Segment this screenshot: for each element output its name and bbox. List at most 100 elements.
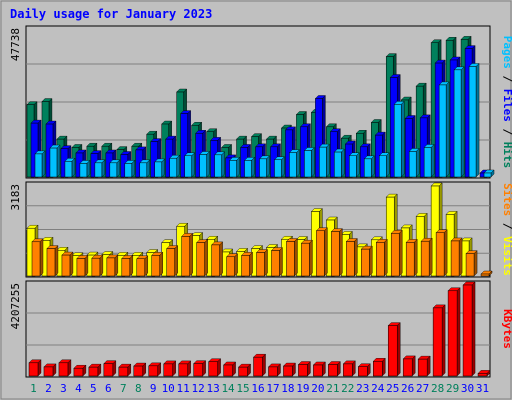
bar-front	[274, 159, 282, 178]
bar-side	[428, 237, 433, 277]
bar-side	[443, 229, 448, 277]
bar-side	[71, 157, 76, 178]
bar-side	[326, 143, 330, 178]
bar-front	[166, 248, 175, 277]
bar-side	[281, 156, 285, 178]
bar-side	[114, 254, 119, 277]
bar-side	[415, 147, 420, 178]
bar-side	[189, 232, 193, 277]
legend-part: /	[501, 69, 512, 89]
bar-front	[154, 161, 162, 178]
bar-side	[296, 149, 300, 178]
bar-side	[54, 245, 59, 277]
bar-front	[49, 147, 58, 178]
hits-files-pages-bar-pages-day-8	[139, 159, 151, 178]
page-title: Daily usage for January 2023	[10, 7, 213, 21]
bar-side	[131, 159, 136, 178]
hits-files-pages-bar-pages-day-4	[79, 159, 91, 178]
visits-sites-bar-sites-day-30	[465, 250, 478, 277]
kbytes-bar-kbytes-day-22	[342, 360, 356, 377]
bar-side	[441, 304, 446, 377]
bar-front	[393, 104, 402, 178]
visits-sites-bar-sites-day-17	[271, 247, 283, 277]
bar-side	[339, 228, 343, 277]
bar-front	[184, 155, 192, 178]
bar-front	[193, 363, 203, 377]
bar-front	[373, 361, 383, 377]
bar-side	[202, 360, 206, 377]
bar-side	[324, 227, 328, 277]
visits-sites-bar-sites-day-23	[360, 245, 373, 277]
day-label-31: 31	[476, 382, 489, 395]
bar-front	[61, 254, 71, 277]
visits-sites-bar-sites-day-5	[91, 254, 104, 277]
hits-files-pages-bar-pages-day-31	[483, 169, 495, 178]
visits-sites-bar-sites-day-12	[196, 239, 209, 277]
bar-front	[453, 69, 462, 178]
bar-front	[319, 146, 327, 178]
bar-front	[283, 365, 293, 377]
bar-front	[343, 363, 353, 377]
bar-front	[76, 258, 86, 277]
bar-front	[361, 248, 370, 277]
day-label-1: 1	[30, 382, 37, 395]
x-axis-day-labels: 1 2 3 4 5 6 7 8 9 10 11 12 13 14 15 16 17 18 19 20 21 22 23 24 2…	[30, 382, 489, 395]
visits-sites-bar-sites-day-3	[61, 251, 74, 277]
day-label-27: 27	[416, 382, 429, 395]
visits-sites-bar-sites-day-7	[121, 254, 134, 277]
bar-side	[69, 251, 74, 277]
kbytes-bar-kbytes-day-3	[58, 359, 72, 377]
hits-files-pages-panel: 47738 Pages / Files / Hits	[9, 25, 512, 179]
day-label-6: 6	[105, 382, 112, 395]
bar-front	[178, 363, 188, 377]
bar-front	[379, 155, 387, 178]
hits-files-pages-bar-pages-day-20	[318, 143, 330, 178]
kbytes-bar-kbytes-day-6	[103, 360, 117, 377]
bar-side	[456, 287, 461, 377]
bar-side	[84, 254, 89, 277]
bar-front	[313, 364, 323, 377]
bar-front	[133, 365, 144, 377]
bar-front	[404, 118, 413, 178]
bar-front	[438, 84, 447, 178]
day-label-18: 18	[281, 382, 294, 395]
legend-part: Sites	[501, 183, 512, 216]
bar-side	[341, 148, 345, 178]
hits-files-pages-bar-pages-day-26	[408, 147, 420, 178]
bar-side	[266, 155, 270, 178]
bar-front	[88, 366, 99, 377]
day-label-13: 13	[206, 382, 219, 395]
visits-sites-bar-sites-day-11	[181, 232, 194, 277]
bar-side	[174, 245, 178, 277]
visits-sites-bar-sites-day-22	[345, 238, 358, 277]
legend-part: /	[501, 216, 512, 236]
bar-side	[384, 238, 388, 277]
visits-sites-bar-sites-day-28	[435, 229, 448, 277]
bar-side	[311, 147, 315, 178]
bar-side	[56, 144, 61, 178]
visits-sites-bar-sites-day-31	[480, 270, 493, 277]
bar-side	[99, 254, 104, 277]
bar-side	[236, 156, 240, 178]
bar-front	[298, 364, 308, 377]
hits-files-pages-bar-pages-day-2	[49, 144, 61, 178]
bar-front	[73, 367, 84, 377]
bar-front	[420, 240, 430, 277]
kbytes-bar-kbytes-day-28	[432, 304, 446, 377]
day-label-14: 14	[221, 382, 235, 395]
hits-files-pages-bar-pages-day-5	[94, 159, 106, 178]
kbytes-bar-kbytes-day-17	[268, 363, 281, 377]
kbytes-bar-kbytes-day-5	[88, 363, 102, 377]
bar-front	[169, 157, 177, 178]
bar-front	[106, 257, 116, 277]
hits-files-pages-ymax-label: 47738	[9, 28, 22, 61]
day-label-20: 20	[311, 382, 324, 395]
hits-files-pages-bar-pages-day-22	[348, 152, 360, 178]
visits-sites-bar-sites-day-20	[315, 227, 328, 277]
kbytes-bar-kbytes-day-8	[133, 362, 147, 377]
bar-front	[28, 362, 39, 377]
bar-front	[435, 232, 445, 277]
